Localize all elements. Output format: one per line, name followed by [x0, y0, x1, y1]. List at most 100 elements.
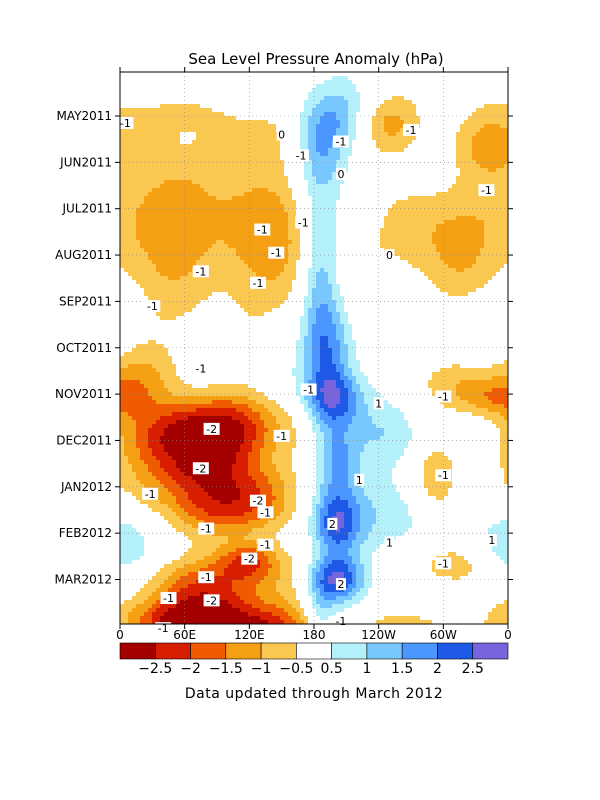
heatmap-cell — [248, 100, 252, 104]
heatmap-cell — [400, 260, 404, 264]
heatmap-cell — [468, 144, 472, 148]
heatmap-cell — [360, 160, 364, 164]
heatmap-cell — [396, 264, 400, 268]
heatmap-cell — [412, 228, 416, 232]
heatmap-cell — [316, 152, 320, 156]
heatmap-cell — [408, 220, 412, 224]
heatmap-cell — [468, 268, 472, 272]
heatmap-cell — [140, 108, 144, 112]
heatmap-cell — [380, 236, 384, 240]
heatmap-cell — [484, 256, 488, 260]
heatmap-cell — [232, 228, 236, 232]
heatmap-cell — [192, 224, 196, 228]
heatmap-cell — [372, 140, 376, 144]
heatmap-cell — [268, 72, 272, 76]
heatmap-cell — [324, 176, 328, 180]
heatmap-cell — [420, 72, 424, 76]
heatmap-cell — [296, 240, 300, 244]
heatmap-cell — [324, 264, 328, 268]
heatmap-cell — [316, 172, 320, 176]
heatmap-cell — [264, 256, 268, 260]
heatmap-cell — [364, 256, 368, 260]
heatmap-cell — [280, 112, 284, 116]
heatmap-cell — [268, 240, 272, 244]
heatmap-cell — [500, 272, 504, 276]
heatmap-cell — [500, 100, 504, 104]
heatmap-cell — [360, 128, 364, 132]
heatmap-cell — [252, 120, 256, 124]
heatmap-cell — [452, 252, 456, 256]
heatmap-cell — [396, 256, 400, 260]
heatmap-cell — [224, 128, 228, 132]
heatmap-cell — [328, 152, 332, 156]
heatmap-cell — [268, 152, 272, 156]
heatmap-cell — [504, 128, 508, 132]
heatmap-cell — [408, 232, 412, 236]
heatmap-cell — [412, 180, 416, 184]
heatmap-cell — [304, 240, 308, 244]
heatmap-cell — [172, 204, 176, 208]
heatmap-cell — [392, 72, 396, 76]
heatmap-cell — [320, 272, 324, 276]
heatmap-cell — [320, 240, 324, 244]
heatmap-cell — [316, 276, 320, 280]
heatmap-cell — [452, 148, 456, 152]
heatmap-cell — [472, 244, 476, 248]
heatmap-cell — [264, 96, 268, 100]
heatmap-cell — [440, 92, 444, 96]
heatmap-cell — [368, 252, 372, 256]
heatmap-cell — [364, 112, 368, 116]
heatmap-cell — [176, 80, 180, 84]
heatmap-cell — [444, 236, 448, 240]
heatmap-cell — [228, 200, 232, 204]
heatmap-cell — [384, 216, 388, 220]
heatmap-cell — [184, 200, 188, 204]
heatmap-cell — [348, 92, 352, 96]
heatmap-cell — [344, 120, 348, 124]
heatmap-cell — [420, 244, 424, 248]
heatmap-cell — [164, 148, 168, 152]
heatmap-cell — [352, 124, 356, 128]
heatmap-cell — [404, 100, 408, 104]
heatmap-cell — [468, 180, 472, 184]
heatmap-cell — [428, 248, 432, 252]
heatmap-cell — [468, 232, 472, 236]
heatmap-cell — [480, 96, 484, 100]
heatmap-cell — [180, 232, 184, 236]
heatmap-cell — [280, 268, 284, 272]
heatmap-cell — [380, 84, 384, 88]
heatmap-cell — [464, 168, 468, 172]
heatmap-cell — [212, 80, 216, 84]
heatmap-cell — [492, 196, 496, 200]
heatmap-cell — [472, 148, 476, 152]
heatmap-cell — [352, 196, 356, 200]
heatmap-cell — [480, 88, 484, 92]
heatmap-cell — [276, 240, 280, 244]
heatmap-cell — [408, 216, 412, 220]
heatmap-cell — [476, 124, 480, 128]
heatmap-cell — [228, 236, 232, 240]
heatmap-cell — [360, 156, 364, 160]
heatmap-cell — [324, 136, 328, 140]
heatmap-cell — [348, 180, 352, 184]
heatmap-cell — [428, 268, 432, 272]
heatmap-cell — [468, 256, 472, 260]
heatmap-cell — [228, 112, 232, 116]
heatmap-cell — [412, 232, 416, 236]
heatmap-cell — [232, 212, 236, 216]
heatmap-cell — [256, 200, 260, 204]
heatmap-cell — [484, 264, 488, 268]
heatmap-cell — [324, 244, 328, 248]
heatmap-cell — [220, 128, 224, 132]
heatmap-cell — [416, 248, 420, 252]
heatmap-cell — [360, 76, 364, 80]
heatmap-cell — [388, 180, 392, 184]
heatmap-cell — [164, 124, 168, 128]
heatmap-cell — [128, 240, 132, 244]
heatmap-cell — [416, 236, 420, 240]
heatmap-cell — [216, 192, 220, 196]
heatmap-cell — [184, 192, 188, 196]
heatmap-cell — [284, 96, 288, 100]
heatmap-cell — [296, 72, 300, 76]
heatmap-cell — [128, 92, 132, 96]
